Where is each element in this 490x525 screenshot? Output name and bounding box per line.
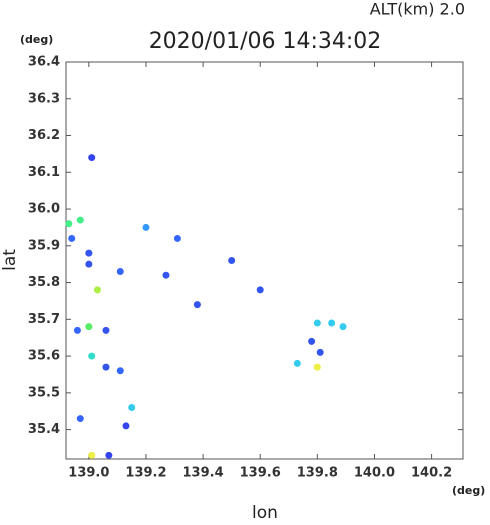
y-tick-label: 35.9 <box>28 238 60 253</box>
y-tick-label: 36.0 <box>28 202 60 217</box>
echo-point <box>308 337 316 345</box>
echo-point <box>105 451 113 459</box>
echo-point <box>76 415 84 423</box>
y-tick-label: 36.1 <box>28 165 60 180</box>
echo-point <box>88 451 96 459</box>
x-tick-label: 139.6 <box>240 466 281 481</box>
y-tick-label: 36.2 <box>28 128 60 143</box>
x-unit: (deg) <box>452 484 485 497</box>
y-tick-label: 35.8 <box>28 275 60 290</box>
echo-point <box>162 271 170 279</box>
y-tick-label: 35.6 <box>28 349 60 364</box>
echo-point <box>102 326 110 334</box>
echo-point <box>76 216 84 224</box>
echo-point <box>122 422 130 430</box>
x-tick-label: 139.0 <box>68 466 109 481</box>
echo-point <box>313 319 321 327</box>
y-tick-label: 36.3 <box>28 91 60 106</box>
echo-point <box>228 257 236 264</box>
echo-point <box>142 223 150 231</box>
y-tick-label: 35.7 <box>28 312 60 327</box>
x-tick-label: 140.0 <box>354 466 395 481</box>
x-tick-label: 139.2 <box>125 466 166 481</box>
echo-point <box>93 286 101 294</box>
x-tick-label: 139.4 <box>183 466 224 481</box>
y-tick-label: 36.4 <box>28 55 60 70</box>
x-tick-label: 140.2 <box>411 466 452 481</box>
echo-point <box>116 268 124 276</box>
echo-point <box>85 260 93 268</box>
y-unit: (deg) <box>20 33 53 46</box>
echo-point <box>68 234 76 242</box>
x-tick-label: 139.8 <box>297 466 338 481</box>
echo-point <box>339 323 347 331</box>
x-axis-label: lon <box>252 503 278 521</box>
echo-point <box>85 249 93 257</box>
plot-frame <box>65 61 464 460</box>
echo-point <box>316 348 324 356</box>
echo-point <box>88 352 96 360</box>
echo-point <box>193 301 201 309</box>
y-tick-label: 35.5 <box>28 385 60 400</box>
echo-point <box>293 359 301 367</box>
echo-point <box>102 363 110 371</box>
echo-point <box>116 367 124 375</box>
echo-point <box>88 154 96 162</box>
echo-point <box>65 220 73 228</box>
echo-point <box>85 323 93 331</box>
annotation: ALT(km) 2.0 <box>370 0 465 19</box>
echo-point <box>328 319 336 327</box>
chart-title: 2020/01/06 14:34:02 <box>149 29 382 54</box>
y-axis-label: lat <box>0 249 20 271</box>
echo-point <box>256 286 264 294</box>
echo-point <box>73 326 81 334</box>
echo-point <box>128 404 136 412</box>
echo-point <box>313 363 321 371</box>
echo-point <box>173 234 181 242</box>
y-tick-label: 35.4 <box>28 422 60 437</box>
